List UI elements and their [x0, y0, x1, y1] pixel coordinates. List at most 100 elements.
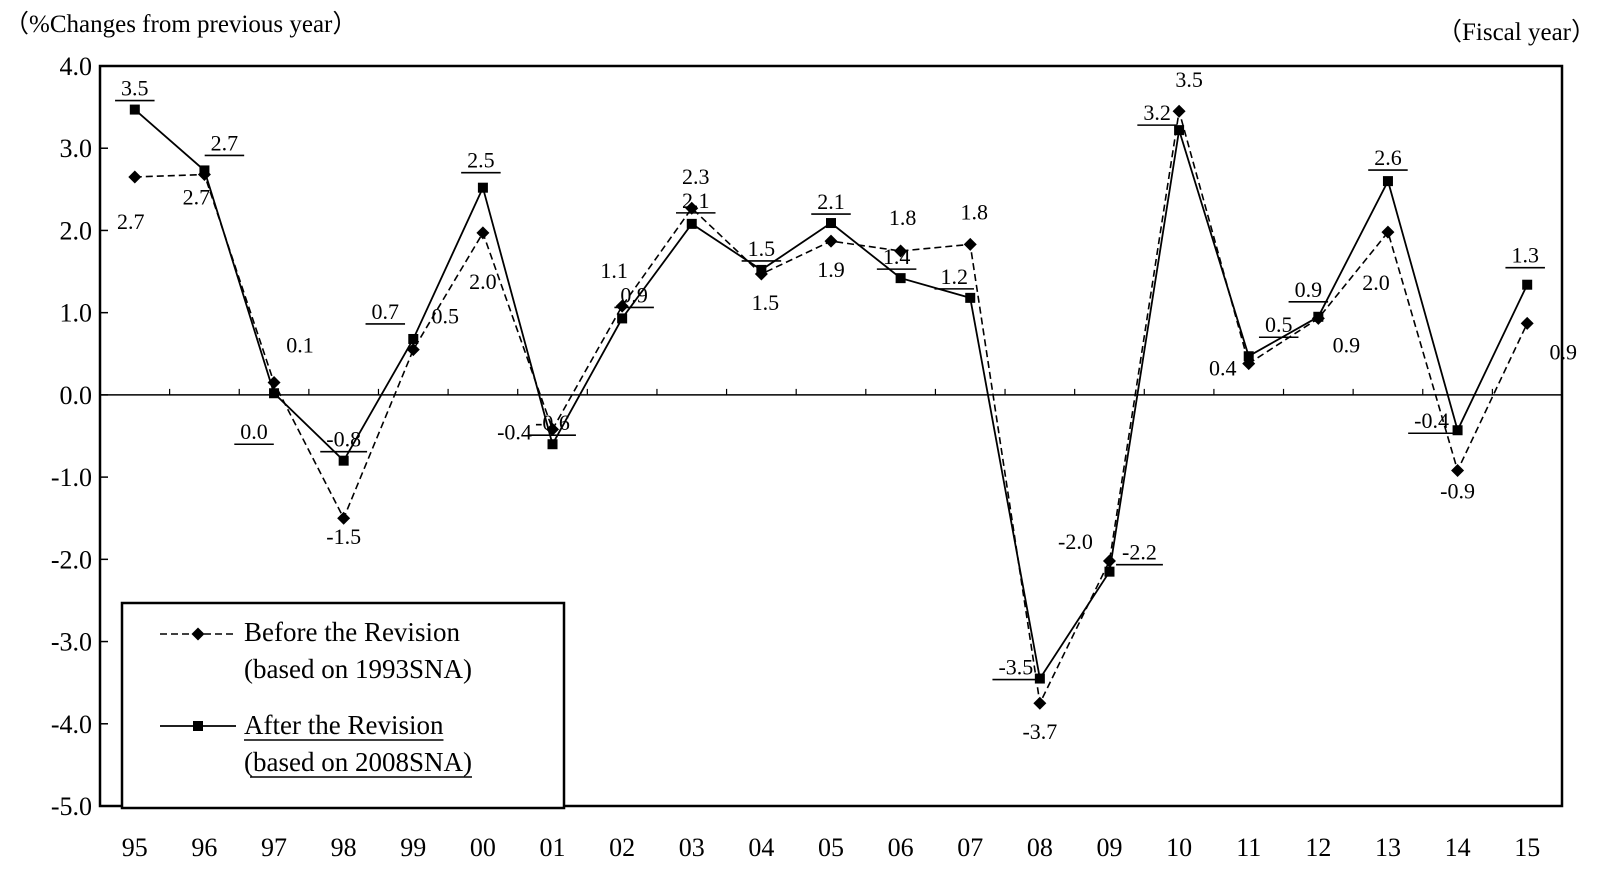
y-tick-label: 4.0 [60, 52, 93, 81]
data-label-after: 0.5 [1265, 312, 1293, 337]
point-after [1034, 673, 1045, 684]
point-before [1520, 316, 1534, 330]
data-label-after: 3.5 [121, 76, 149, 101]
data-label-after: -2.2 [1122, 540, 1157, 565]
point-after [269, 388, 280, 399]
x-tick-label: 05 [818, 833, 844, 862]
x-tick-label: 14 [1445, 833, 1471, 862]
data-label-after: 0.9 [620, 282, 648, 307]
data-label-before: 0.9 [1333, 332, 1361, 357]
data-label-before: 2.0 [469, 269, 497, 294]
point-after [408, 333, 419, 344]
data-label-before: 2.0 [1362, 270, 1390, 295]
point-after [477, 182, 488, 193]
data-label-before: 0.9 [1549, 339, 1577, 364]
x-tick-label: 06 [888, 833, 914, 862]
point-after [129, 104, 140, 115]
data-label-after: 1.5 [748, 236, 776, 261]
data-label-after: 2.5 [467, 148, 495, 173]
point-after [1382, 176, 1393, 187]
x-tick-label: 00 [470, 833, 496, 862]
legend-label-before-2: (based on 1993SNA) [244, 654, 472, 684]
data-label-before: -0.4 [497, 419, 532, 444]
data-label-after: -3.5 [998, 655, 1033, 680]
data-label-after: 3.2 [1143, 100, 1171, 125]
point-after [1522, 279, 1533, 290]
data-label-before: 0.4 [1209, 356, 1237, 381]
data-label-after: -0.4 [1414, 408, 1449, 433]
data-label-before: 2.7 [183, 185, 211, 210]
point-before [685, 201, 699, 215]
point-before [1172, 104, 1186, 118]
data-label-before: 3.5 [1175, 67, 1203, 92]
y-tick-label: -1.0 [51, 463, 92, 492]
point-before [1381, 225, 1395, 239]
x-tick-label: 08 [1027, 833, 1053, 862]
point-after [338, 455, 349, 466]
point-before [1033, 696, 1047, 710]
point-before [963, 237, 977, 251]
x-tick-label: 07 [957, 833, 983, 862]
point-before [406, 343, 420, 357]
point-after [686, 218, 697, 229]
data-label-before: -1.5 [326, 524, 361, 549]
x-tick-label: 11 [1236, 833, 1261, 862]
data-label-before: -2.0 [1058, 529, 1093, 554]
x-tick-label: 95 [122, 833, 148, 862]
point-before [546, 422, 560, 436]
data-label-after: 0.0 [240, 419, 268, 444]
data-label-after: 0.9 [1295, 277, 1323, 302]
data-label-after: 1.4 [883, 244, 911, 269]
data-label-before: -3.7 [1022, 719, 1057, 744]
point-after [547, 439, 558, 450]
x-tick-label: 04 [748, 833, 774, 862]
data-label-after: 2.6 [1374, 145, 1402, 170]
x-axis-label: （Fiscal year） [1437, 19, 1596, 46]
x-tick-label: 15 [1514, 833, 1540, 862]
point-after [756, 264, 767, 275]
point-after [965, 292, 976, 303]
point-after [1452, 425, 1463, 436]
x-tick-label: 13 [1375, 833, 1401, 862]
point-before [128, 170, 142, 184]
y-axis-label: （%Changes from previous year） [4, 11, 358, 38]
x-tick-label: 09 [1096, 833, 1122, 862]
data-label-before: 1.9 [817, 257, 845, 282]
point-before [824, 234, 838, 248]
point-after [1104, 566, 1115, 577]
x-tick-label: 12 [1305, 833, 1331, 862]
point-after [1243, 351, 1254, 362]
y-tick-label: 2.0 [60, 216, 93, 245]
point-after [1313, 311, 1324, 322]
data-label-before: -0.9 [1440, 479, 1475, 504]
point-after [199, 165, 210, 176]
x-tick-label: 97 [261, 833, 287, 862]
data-label-before: 1.5 [752, 290, 780, 315]
x-tick-label: 02 [609, 833, 635, 862]
x-tick-label: 01 [540, 833, 566, 862]
point-after [895, 273, 906, 284]
point-before [615, 299, 629, 313]
point-before [1102, 554, 1116, 568]
point-before [1451, 464, 1465, 478]
legend-marker-before [191, 627, 205, 641]
data-label-after: -0.8 [326, 427, 361, 452]
data-label-after: 2.1 [682, 188, 710, 213]
data-label-after: 2.1 [817, 189, 845, 214]
x-tick-label: 10 [1166, 833, 1192, 862]
y-tick-label: 0.0 [60, 381, 93, 410]
legend-label-after-2: (based on 2008SNA) [244, 747, 472, 777]
plot-frame [98, 64, 1564, 808]
x-tick-label: 96 [191, 833, 217, 862]
point-after [826, 218, 836, 229]
data-label-after: 1.2 [940, 264, 968, 289]
data-label-before: 2.3 [682, 164, 710, 189]
data-label-before: 2.7 [117, 209, 145, 234]
x-tick-label: 03 [679, 833, 705, 862]
legend-marker-after [193, 721, 203, 731]
data-label-after: -0.6 [535, 410, 570, 435]
point-before [476, 226, 490, 240]
point-after [617, 313, 628, 324]
